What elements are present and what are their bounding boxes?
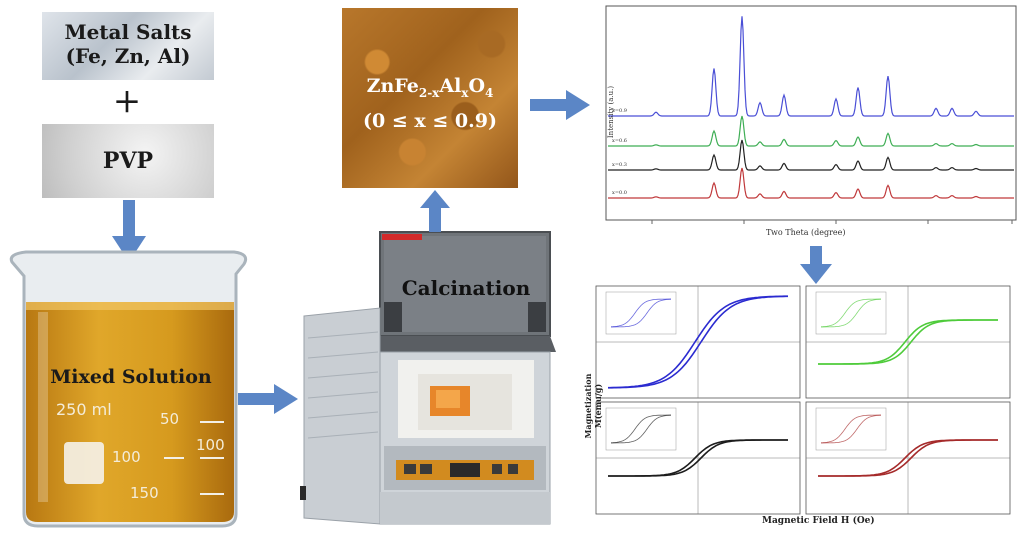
xrd-series-label: x=0.0 [612, 190, 627, 196]
beaker-mark-150: 150 [130, 484, 159, 502]
formula-label: ZnFe2-xAlxO4 (0 ≤ x ≤ 0.9) [363, 75, 497, 132]
xrd-pattern-line [608, 115, 1014, 147]
xrd-plot: x=0.9 x=0.6 x=0.3 x=0.0 [605, 5, 1017, 224]
xrd-pattern-line [608, 16, 1014, 117]
mh-inset-curve [611, 414, 672, 444]
mh-inset-curve [821, 298, 882, 328]
arrow-down-icon [112, 200, 146, 262]
mh-inset-curve [610, 298, 671, 328]
mh-inset-curve [821, 414, 882, 444]
xrd-pattern-line [608, 167, 1014, 199]
mh-inset-curve [610, 414, 671, 444]
plus-sign: + [112, 81, 142, 121]
mh-loop-curve [818, 439, 998, 477]
mh-plots [595, 285, 1011, 515]
mh-inset-curve [820, 414, 881, 444]
mh-loop-curve [608, 439, 788, 477]
mh-inset-curve [611, 298, 672, 328]
mh-panel [595, 401, 801, 515]
arrow-down-icon [800, 246, 832, 284]
xrd-chart: x=0.9 x=0.6 x=0.3 x=0.0 Two Theta (degree) … [596, 4, 1020, 246]
mh-loop-curve [818, 319, 998, 365]
metal-salts-label: Metal Salts (Fe, Zn, Al) [64, 20, 192, 68]
beaker-mark-100b: 100 [196, 436, 225, 454]
beaker-label: Mixed Solution [50, 366, 212, 388]
xrd-series-label: x=0.3 [612, 162, 627, 168]
mh-panel [595, 285, 801, 399]
beaker-mark-100a: 100 [112, 448, 141, 466]
arrow-right-icon [238, 384, 298, 414]
xrd-series-label: x=0.6 [612, 138, 627, 144]
arrow-up-icon [420, 190, 450, 232]
mh-inset-curve [820, 298, 881, 328]
mh-panel [805, 401, 1011, 515]
pvp-label: PVP [102, 148, 154, 174]
mh-panel [805, 285, 1011, 399]
xrd-series-label: x=0.9 [612, 108, 627, 114]
arrow-right-icon [530, 90, 590, 120]
mh-xlabel: Magnetic Field H (Oe) [762, 516, 875, 526]
mh-ylabel: Magnetization M(emu/g) [583, 373, 603, 439]
beaker-mark-50: 50 [160, 410, 180, 428]
pvp-box: PVP [42, 124, 214, 198]
mh-loop-curve [608, 295, 788, 389]
mh-loops-figure: Magnetic Field H (Oe) Magnetization M(em… [582, 284, 1022, 530]
furnace-illustration [300, 231, 556, 525]
xrd-xlabel: Two Theta (degree) [766, 228, 846, 237]
calcination-label: Calcination [401, 276, 531, 300]
beaker-volume-text: 250 ml [56, 400, 112, 419]
metal-salts-box: Metal Salts (Fe, Zn, Al) [42, 12, 214, 80]
beaker-illustration [9, 250, 248, 528]
xrd-ylabel: Intensity (a.u.) [607, 85, 615, 139]
xrd-patterns: x=0.9 x=0.6 x=0.3 x=0.0 [608, 16, 1014, 199]
powder-sample-image: ZnFe2-xAlxO4 (0 ≤ x ≤ 0.9) [342, 8, 518, 188]
xrd-pattern-line [608, 139, 1014, 171]
